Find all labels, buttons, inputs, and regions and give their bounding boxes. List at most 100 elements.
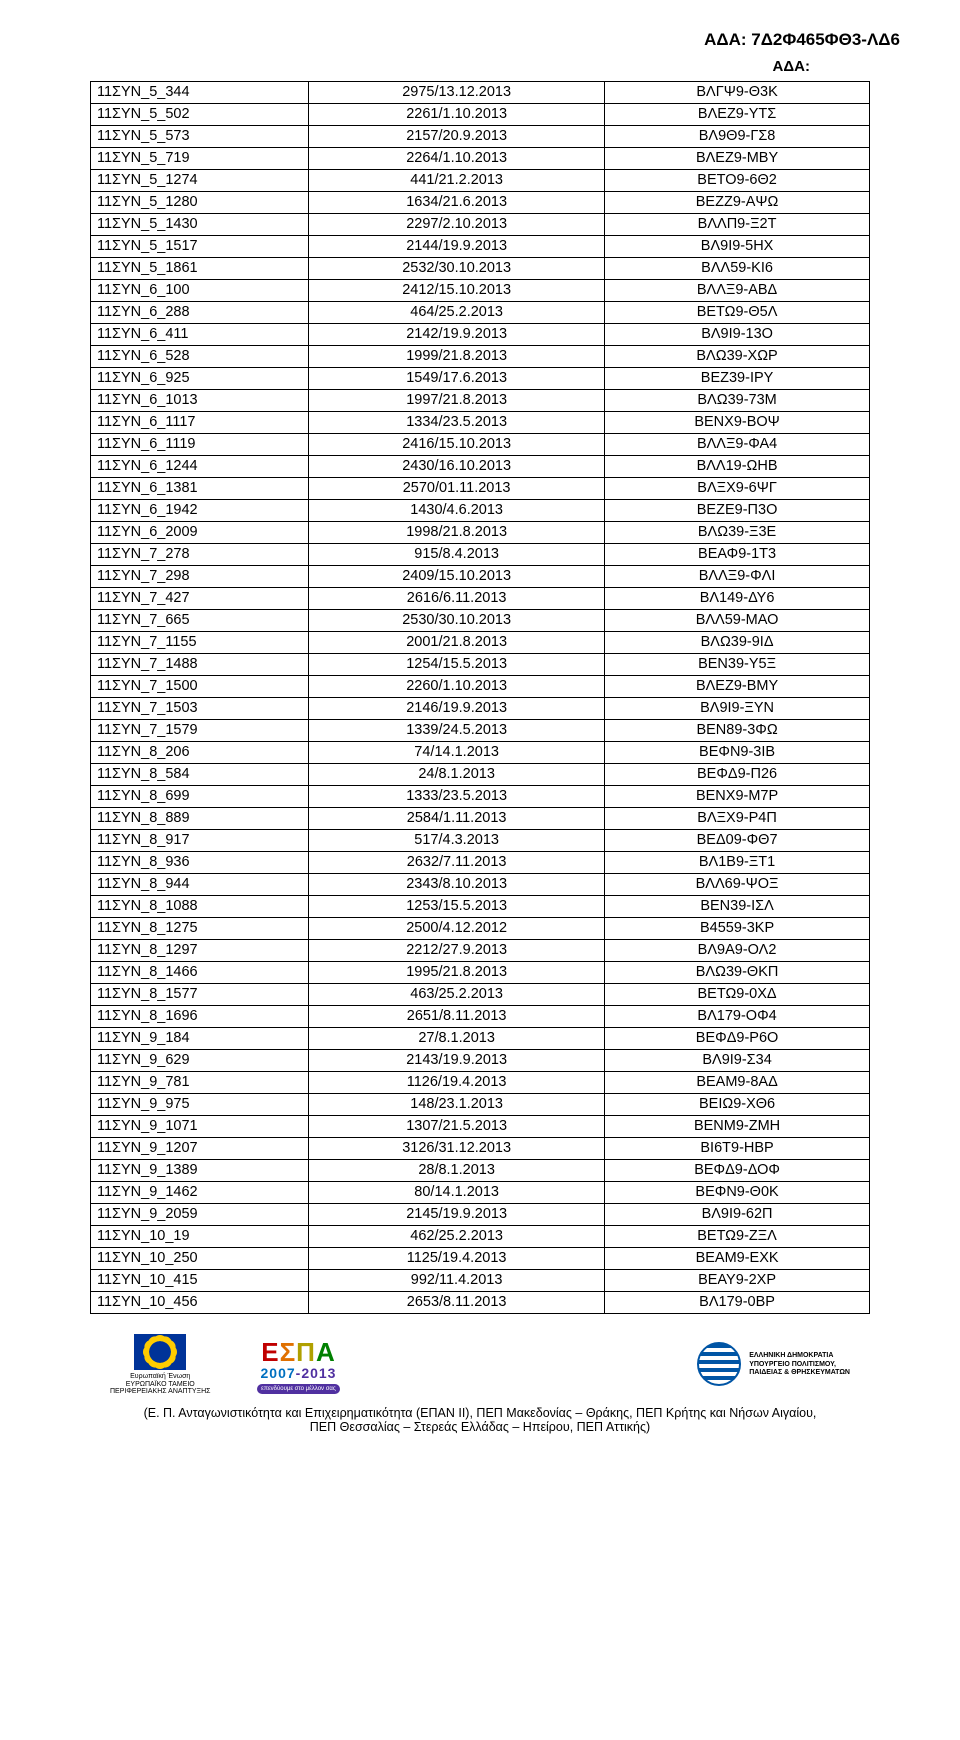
table-cell: ΒΛΩ39-73Μ — [605, 390, 870, 412]
table-cell: 11ΣΥΝ_9_1462 — [91, 1182, 309, 1204]
table-row: 11ΣΥΝ_6_11192416/15.10.2013ΒΛΛΞ9-ΦΑ4 — [91, 434, 870, 456]
table-cell: 11ΣΥΝ_6_100 — [91, 280, 309, 302]
table-cell: ΒΕΝΧ9-ΒΟΨ — [605, 412, 870, 434]
gr-text-1: ΕΛΛΗΝΙΚΗ ΔΗΜΟΚΡΑΤΙΑ — [749, 1352, 850, 1360]
table-cell: 11ΣΥΝ_5_1430 — [91, 214, 309, 236]
table-cell: 11ΣΥΝ_9_1389 — [91, 1160, 309, 1182]
table-cell: 2261/1.10.2013 — [309, 104, 605, 126]
table-cell: 2001/21.8.2013 — [309, 632, 605, 654]
gr-text-3: ΠΑΙΔΕΙΑΣ & ΘΡΗΣΚΕΥΜΑΤΩΝ — [749, 1369, 850, 1377]
table-cell: 11ΣΥΝ_7_1155 — [91, 632, 309, 654]
table-row: 11ΣΥΝ_9_10711307/21.5.2013ΒΕΝΜ9-ΖΜΗ — [91, 1116, 870, 1138]
table-cell: 27/8.1.2013 — [309, 1028, 605, 1050]
table-row: 11ΣΥΝ_8_9442343/8.10.2013ΒΛΛ69-ΨΟΞ — [91, 874, 870, 896]
table-cell: ΒΕΦΝ9-3ΙΒ — [605, 742, 870, 764]
table-row: 11ΣΥΝ_10_19462/25.2.2013ΒΕΤΩ9-ΖΞΛ — [91, 1226, 870, 1248]
table-row: 11ΣΥΝ_5_5022261/1.10.2013ΒΛΕΖ9-ΥΤΣ — [91, 104, 870, 126]
table-cell: 11ΣΥΝ_5_719 — [91, 148, 309, 170]
table-row: 11ΣΥΝ_7_2982409/15.10.2013ΒΛΛΞ9-ΦΛΙ — [91, 566, 870, 588]
table-cell: 1253/15.5.2013 — [309, 896, 605, 918]
table-cell: ΒΛΩ39-Ξ3Ε — [605, 522, 870, 544]
table-cell: 11ΣΥΝ_7_278 — [91, 544, 309, 566]
table-cell: 11ΣΥΝ_7_1488 — [91, 654, 309, 676]
table-cell: ΒΕΔ09-ΦΘ7 — [605, 830, 870, 852]
table-row: 11ΣΥΝ_7_6652530/30.10.2013ΒΛΛ59-ΜΑΟ — [91, 610, 870, 632]
table-row: 11ΣΥΝ_7_11552001/21.8.2013ΒΛΩ39-9ΙΔ — [91, 632, 870, 654]
table-cell: 11ΣΥΝ_10_19 — [91, 1226, 309, 1248]
table-cell: 441/21.2.2013 — [309, 170, 605, 192]
table-cell: ΒΛΞΧ9-Ρ4Π — [605, 808, 870, 830]
table-row: 11ΣΥΝ_8_12972212/27.9.2013ΒΛ9Α9-ΟΛ2 — [91, 940, 870, 962]
table-row: 11ΣΥΝ_7_15002260/1.10.2013ΒΛΕΖ9-ΒΜΥ — [91, 676, 870, 698]
table-cell: 1998/21.8.2013 — [309, 522, 605, 544]
table-cell: 2297/2.10.2013 — [309, 214, 605, 236]
table-row: 11ΣΥΝ_8_58424/8.1.2013ΒΕΦΔ9-Π26 — [91, 764, 870, 786]
table-cell: 11ΣΥΝ_5_344 — [91, 82, 309, 104]
table-cell: ΒΕΖΕ9-Π3Ο — [605, 500, 870, 522]
eu-flag-icon — [134, 1334, 186, 1370]
greek-gov-block: ΕΛΛΗΝΙΚΗ ΔΗΜΟΚΡΑΤΙΑ ΥΠΟΥΡΓΕΙΟ ΠΟΛΙΤΙΣΜΟΥ… — [697, 1342, 850, 1389]
table-cell: 1333/23.5.2013 — [309, 786, 605, 808]
table-row: 11ΣΥΝ_8_917517/4.3.2013ΒΕΔ09-ΦΘ7 — [91, 830, 870, 852]
table-cell: 2142/19.9.2013 — [309, 324, 605, 346]
table-row: 11ΣΥΝ_5_5732157/20.9.2013ΒΛ9Θ9-ΓΣ8 — [91, 126, 870, 148]
table-row: 11ΣΥΝ_5_12801634/21.6.2013ΒΕΖΖ9-ΑΨΩ — [91, 192, 870, 214]
table-cell: 1995/21.8.2013 — [309, 962, 605, 984]
table-cell: 2632/7.11.2013 — [309, 852, 605, 874]
table-cell: 11ΣΥΝ_10_456 — [91, 1292, 309, 1314]
table-cell: 11ΣΥΝ_6_1013 — [91, 390, 309, 412]
table-cell: 11ΣΥΝ_6_411 — [91, 324, 309, 346]
table-cell: ΒΕΤΩ9-ΖΞΛ — [605, 1226, 870, 1248]
table-cell: ΒΕΝ39-Υ5Ξ — [605, 654, 870, 676]
ada-code-full: ΑΔΑ: 7Δ2Φ465ΦΘ3-ΛΔ6 — [90, 30, 900, 50]
table-row: 11ΣΥΝ_8_16962651/8.11.2013ΒΛ179-ΟΦ4 — [91, 1006, 870, 1028]
footer-line-2: ΠΕΠ Θεσσαλίας – Στερεάς Ελλάδας – Ηπείρο… — [90, 1420, 870, 1434]
table-cell: ΒΕΖ39-ΙΡΥ — [605, 368, 870, 390]
table-row: 11ΣΥΝ_9_7811126/19.4.2013ΒΕΑΜ9-8ΑΔ — [91, 1072, 870, 1094]
table-cell: 1634/21.6.2013 — [309, 192, 605, 214]
table-cell: ΒΕΦΔ9-Π26 — [605, 764, 870, 786]
table-cell: 992/11.4.2013 — [309, 1270, 605, 1292]
table-cell: 2412/15.10.2013 — [309, 280, 605, 302]
table-cell: 1307/21.5.2013 — [309, 1116, 605, 1138]
document-page: ΑΔΑ: 7Δ2Φ465ΦΘ3-ΛΔ6 ΑΔΑ: 11ΣΥΝ_5_3442975… — [0, 0, 960, 1474]
table-cell: 1999/21.8.2013 — [309, 346, 605, 368]
table-cell: ΒΛΛΠ9-Ξ2Τ — [605, 214, 870, 236]
table-row: 11ΣΥΝ_9_12073126/31.12.2013ΒΙ6Τ9-ΗΒΡ — [91, 1138, 870, 1160]
table-cell: 11ΣΥΝ_8_917 — [91, 830, 309, 852]
table-row: 11ΣΥΝ_9_18427/8.1.2013ΒΕΦΔ9-Ρ6Ο — [91, 1028, 870, 1050]
table-cell: 1430/4.6.2013 — [309, 500, 605, 522]
table-cell: 11ΣΥΝ_6_1942 — [91, 500, 309, 522]
table-cell: ΒΛΩ39-ΘΚΠ — [605, 962, 870, 984]
table-row: 11ΣΥΝ_5_3442975/13.12.2013ΒΛΓΨ9-Θ3Κ — [91, 82, 870, 104]
table-cell: 2530/30.10.2013 — [309, 610, 605, 632]
table-cell: 11ΣΥΝ_9_975 — [91, 1094, 309, 1116]
table-row: 11ΣΥΝ_10_2501125/19.4.2013ΒΕΑΜ9-ΕΧΚ — [91, 1248, 870, 1270]
table-cell: 2975/13.12.2013 — [309, 82, 605, 104]
table-cell: ΒΛ179-ΟΦ4 — [605, 1006, 870, 1028]
table-cell: 517/4.3.2013 — [309, 830, 605, 852]
table-cell: 1549/17.6.2013 — [309, 368, 605, 390]
table-cell: 2570/01.11.2013 — [309, 478, 605, 500]
table-cell: 915/8.4.2013 — [309, 544, 605, 566]
table-cell: ΒΙ6Τ9-ΗΒΡ — [605, 1138, 870, 1160]
table-row: 11ΣΥΝ_8_6991333/23.5.2013ΒΕΝΧ9-Μ7Ρ — [91, 786, 870, 808]
table-cell: ΒΛΕΖ9-ΜΒΥ — [605, 148, 870, 170]
table-cell: 463/25.2.2013 — [309, 984, 605, 1006]
table-row: 11ΣΥΝ_6_5281999/21.8.2013ΒΛΩ39-ΧΩΡ — [91, 346, 870, 368]
table-cell: 80/14.1.2013 — [309, 1182, 605, 1204]
table-row: 11ΣΥΝ_9_6292143/19.9.2013ΒΛ9І9-Σ34 — [91, 1050, 870, 1072]
table-cell: ΒΛ9І9-13Ο — [605, 324, 870, 346]
table-cell: 2260/1.10.2013 — [309, 676, 605, 698]
table-cell: 1254/15.5.2013 — [309, 654, 605, 676]
table-row: 11ΣΥΝ_5_1274441/21.2.2013ΒΕΤΟ9-6Θ2 — [91, 170, 870, 192]
table-row: 11ΣΥΝ_8_1577463/25.2.2013ΒΕΤΩ9-0ΧΔ — [91, 984, 870, 1006]
table-cell: ΒΛΞΧ9-6ΨΓ — [605, 478, 870, 500]
footer-note: (Ε. Π. Ανταγωνιστικότητα και Επιχειρηματ… — [90, 1406, 870, 1454]
eu-text-1: Ευρωπαϊκή Ένωση — [130, 1373, 190, 1381]
ada-label: ΑΔΑ: — [90, 58, 810, 75]
table-cell: 11ΣΥΝ_5_1274 — [91, 170, 309, 192]
espa-logo-block: ΕΣΠΑ 2007-2013 επενδύουμε στο μέλλον σας — [228, 1338, 368, 1393]
table-cell: ΒΕΝΧ9-Μ7Ρ — [605, 786, 870, 808]
table-row: 11ΣΥΝ_8_9362632/7.11.2013ΒΛ1Β9-ΞΤ1 — [91, 852, 870, 874]
